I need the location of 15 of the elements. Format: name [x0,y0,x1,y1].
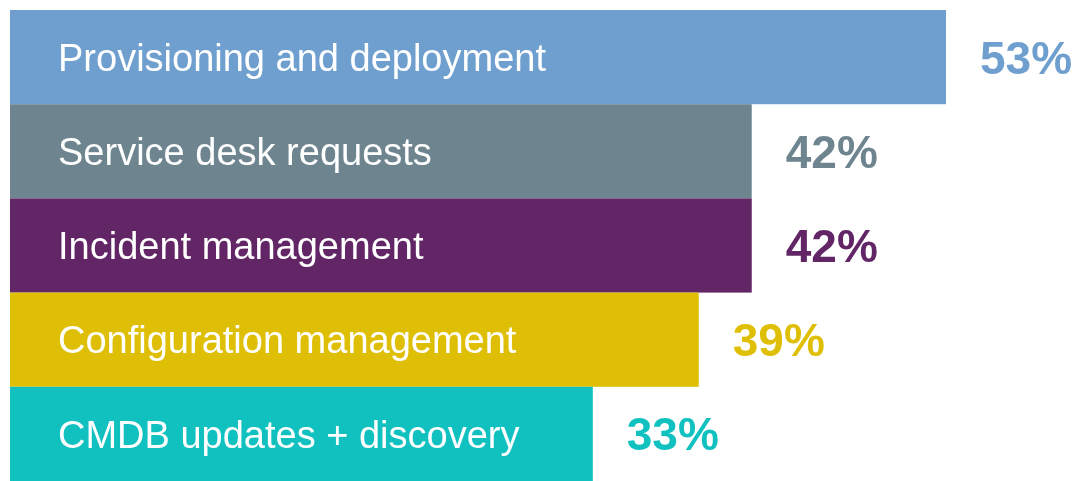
bar [10,386,593,481]
bar [10,198,752,293]
y-tick-label: CMDB updates + discovery [58,413,520,456]
bar [10,292,699,387]
y-tick-label: Incident management [58,225,424,268]
data-label: 53% [980,31,1073,84]
data-label: 42% [785,125,878,178]
data-label: 33% [626,408,719,461]
y-tick-label: Provisioning and deployment [58,36,547,79]
bar [10,104,752,199]
data-label: 42% [785,220,878,273]
y-tick-label: Service desk requests [58,130,432,173]
bar [10,10,946,105]
y-tick-label: Configuration management [58,319,517,362]
data-label: 39% [732,314,825,367]
